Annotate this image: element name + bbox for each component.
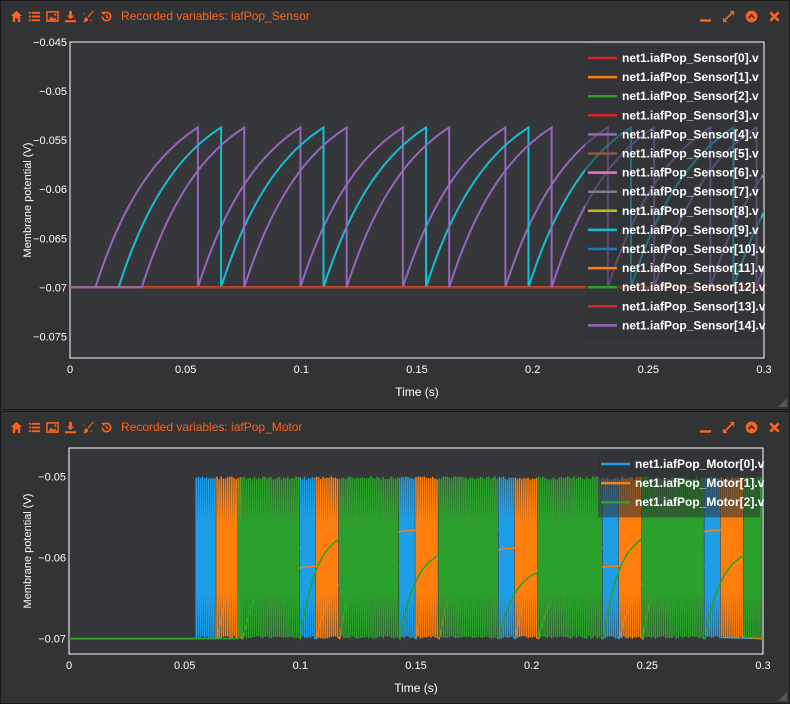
sensor-legend-label[interactable]: net1.iafPop_Sensor[0].v — [622, 51, 759, 65]
motor-y-tick-label: −0.07 — [38, 634, 66, 646]
collapse-icon[interactable] — [745, 10, 758, 23]
motor-x-tick-label: 0.25 — [637, 660, 658, 672]
sensor-legend-label[interactable]: net1.iafPop_Sensor[3].v — [622, 108, 759, 122]
sensor-plot-panel: Recorded variables: iafPop_Sensor 0 0.05 0… — [0, 0, 790, 410]
minimize-icon[interactable] — [699, 10, 712, 23]
motor-series-line — [69, 476, 763, 641]
sensor-y-tick-label: −0.05 — [39, 86, 67, 98]
home-icon[interactable] — [10, 421, 23, 434]
image-icon[interactable] — [46, 421, 59, 434]
sensor-x-tick-label: 0.15 — [406, 364, 427, 376]
brush-icon[interactable] — [82, 9, 95, 23]
sensor-legend-label[interactable]: net1.iafPop_Sensor[10].v — [622, 242, 766, 256]
resize-handle-icon[interactable] — [778, 398, 787, 407]
sensor-x-tick-label: 0 — [67, 364, 73, 376]
motor-legend-label[interactable]: net1.iafPop_Motor[1].v — [635, 476, 765, 490]
sensor-y-tick-label: −0.055 — [33, 135, 67, 147]
motor-series-line — [69, 476, 763, 641]
close-icon[interactable] — [768, 10, 781, 23]
sensor-y-tick-label: −0.07 — [39, 282, 67, 294]
sensor-x-tick-label: 0.25 — [638, 364, 659, 376]
motor-plot-panel: Recorded variables: iafPop_Motor 0 0.05 0.… — [0, 411, 790, 704]
sensor-x-axis-label: Time (s) — [395, 385, 439, 399]
expand-icon[interactable] — [722, 10, 735, 23]
list-icon[interactable] — [28, 10, 41, 23]
motor-x-tick-label: 0.1 — [293, 660, 308, 672]
motor-chart: 0 0.05 0.1 0.15 0.2 0.25 0.3 −0.05 −0.06 −0.07 Tim… — [22, 447, 771, 695]
sensor-y-tick-label: −0.065 — [33, 233, 67, 245]
motor-x-tick-label: 0.15 — [405, 660, 426, 672]
sensor-x-tick-label: 0.2 — [525, 364, 540, 376]
image-icon[interactable] — [46, 10, 59, 23]
motor-y-axis-label: Membrane potential (V) — [22, 494, 34, 609]
collapse-icon[interactable] — [745, 421, 758, 434]
sensor-legend-label[interactable]: net1.iafPop_Sensor[9].v — [622, 223, 759, 237]
sensor-y-tick-label: −0.075 — [33, 331, 67, 343]
download-icon[interactable] — [64, 10, 77, 23]
history-icon[interactable] — [100, 421, 113, 434]
sensor-legend-label[interactable]: net1.iafPop_Sensor[13].v — [622, 299, 766, 313]
motor-title-bar: Recorded variables: iafPop_Motor — [1, 412, 789, 442]
motor-y-tick-label: −0.06 — [38, 552, 66, 564]
motor-panel-title: Recorded variables: iafPop_Motor — [121, 420, 303, 434]
motor-legend-label[interactable]: net1.iafPop_Motor[2].v — [635, 495, 765, 509]
sensor-x-tick-label: 0.1 — [294, 364, 309, 376]
sensor-x-tick-label: 0.05 — [175, 364, 196, 376]
sensor-legend-label[interactable]: net1.iafPop_Sensor[5].v — [622, 147, 759, 161]
motor-x-tick-label: 0.2 — [524, 660, 539, 672]
sensor-legend-label[interactable]: net1.iafPop_Sensor[14].v — [622, 318, 766, 332]
sensor-legend-label[interactable]: net1.iafPop_Sensor[11].v — [622, 261, 765, 275]
list-icon[interactable] — [28, 421, 41, 434]
sensor-panel-title: Recorded variables: iafPop_Sensor — [121, 9, 310, 23]
expand-icon[interactable] — [722, 421, 735, 434]
sensor-series-line — [70, 125, 764, 289]
motor-x-axis-label: Time (s) — [394, 681, 438, 695]
motor-y-tick-label: −0.05 — [38, 471, 66, 483]
minimize-icon[interactable] — [699, 421, 712, 434]
sensor-legend-label[interactable]: net1.iafPop_Sensor[1].v — [622, 70, 759, 84]
sensor-legend-label[interactable]: net1.iafPop_Sensor[4].v — [622, 127, 759, 141]
sensor-series-line — [70, 125, 764, 289]
motor-x-tick-label: 0.05 — [174, 660, 195, 672]
motor-x-tick-label: 0 — [66, 660, 72, 672]
resize-handle-icon[interactable] — [778, 692, 787, 701]
sensor-x-tick-label: 0.3 — [756, 364, 771, 376]
history-icon[interactable] — [100, 10, 113, 23]
sensor-y-axis-label: Membrane potential (V) — [22, 143, 34, 258]
home-icon[interactable] — [10, 10, 23, 23]
motor-x-tick-label: 0.3 — [755, 660, 770, 672]
sensor-legend-label[interactable]: net1.iafPop_Sensor[8].v — [622, 204, 759, 218]
sensor-legend-label[interactable]: net1.iafPop_Sensor[2].v — [622, 89, 759, 103]
sensor-chart: 0 0.05 0.1 0.15 0.2 0.25 0.3 −0.045 −0.05 −0.055 −… — [22, 37, 772, 399]
sensor-legend-label[interactable]: net1.iafPop_Sensor[12].v — [622, 280, 766, 294]
brush-icon[interactable] — [82, 420, 95, 434]
sensor-series-line — [70, 125, 764, 289]
motor-legend-label[interactable]: net1.iafPop_Motor[0].v — [635, 457, 765, 471]
sensor-legend-label[interactable]: net1.iafPop_Sensor[7].v — [622, 185, 759, 199]
close-icon[interactable] — [768, 421, 781, 434]
sensor-y-tick-label: −0.045 — [33, 37, 67, 49]
sensor-y-tick-label: −0.06 — [39, 184, 67, 196]
sensor-title-bar: Recorded variables: iafPop_Sensor — [1, 1, 789, 31]
download-icon[interactable] — [64, 421, 77, 434]
sensor-legend-label[interactable]: net1.iafPop_Sensor[6].v — [622, 166, 759, 180]
